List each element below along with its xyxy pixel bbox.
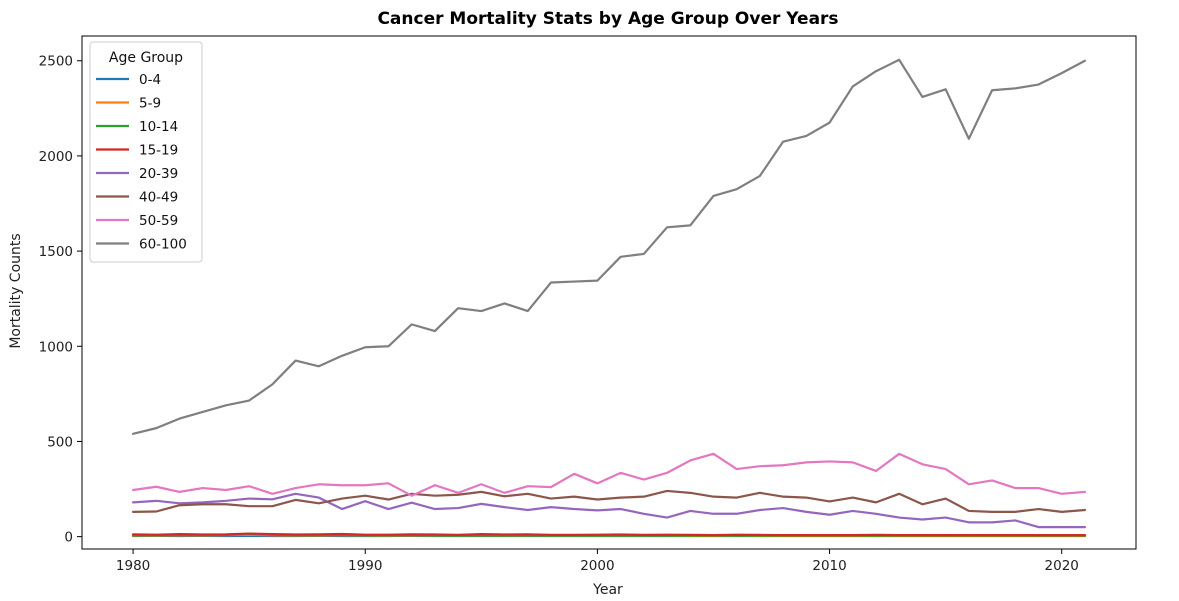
series-line-40-49 [131, 489, 1087, 513]
legend-item-0-4: 0-4 [96, 72, 161, 88]
plot-frame [81, 35, 1137, 550]
legend-item-40-49: 40-49 [96, 190, 178, 206]
y-tick-label: 1500 [39, 244, 73, 260]
legend-item-10-14: 10-14 [96, 119, 178, 135]
y-tick-label: 0 [64, 530, 73, 546]
legend-label: 5-9 [139, 96, 161, 112]
y-tick-label: 2500 [39, 54, 73, 70]
series-layer [131, 58, 1087, 538]
legend-label: 0-4 [139, 72, 161, 88]
legend-item-5-9: 5-9 [96, 96, 161, 112]
legend-item-15-19: 15-19 [96, 143, 178, 159]
x-tick-label: 2010 [812, 558, 846, 574]
legend-item-50-59: 50-59 [96, 213, 178, 229]
legend-title: Age Group [109, 50, 183, 66]
legend: Age Group 0-4 5-9 10-14 15-19 20-39 40-49 50-5… [89, 41, 203, 263]
y-axis: 0 500 1000 1500 2000 2500 [39, 54, 82, 546]
series-line-15-19 [131, 532, 1087, 537]
x-axis: 1980 1990 2000 2010 2020 [116, 549, 1079, 574]
legend-label: 40-49 [139, 190, 178, 206]
series-line-50-59 [131, 452, 1087, 497]
legend-label: 20-39 [139, 166, 178, 182]
legend-label: 60-100 [139, 237, 187, 253]
x-axis-label: Year [592, 582, 623, 598]
plot-area [81, 35, 1137, 550]
legend-box [89, 41, 203, 263]
legend-item-20-39: 20-39 [96, 166, 178, 182]
legend-item-60-100: 60-100 [96, 237, 187, 253]
y-tick-label: 500 [47, 434, 73, 450]
legend-label: 10-14 [139, 119, 178, 135]
x-tick-label: 1990 [348, 558, 382, 574]
series-line-20-39 [131, 492, 1087, 529]
series-line-60-100 [131, 58, 1087, 435]
y-tick-label: 2000 [39, 149, 73, 165]
y-tick-label: 1000 [39, 339, 73, 355]
legend-label: 15-19 [139, 143, 178, 159]
chart-title: Cancer Mortality Stats by Age Group Over… [377, 9, 838, 29]
x-tick-label: 2000 [580, 558, 614, 574]
legend-label: 50-59 [139, 213, 178, 229]
legend-items: 0-4 5-9 10-14 15-19 20-39 40-49 50-59 60-100 [96, 72, 187, 253]
y-axis-label: Mortality Counts [8, 233, 24, 348]
x-tick-label: 1980 [116, 558, 150, 574]
x-tick-label: 2020 [1045, 558, 1079, 574]
